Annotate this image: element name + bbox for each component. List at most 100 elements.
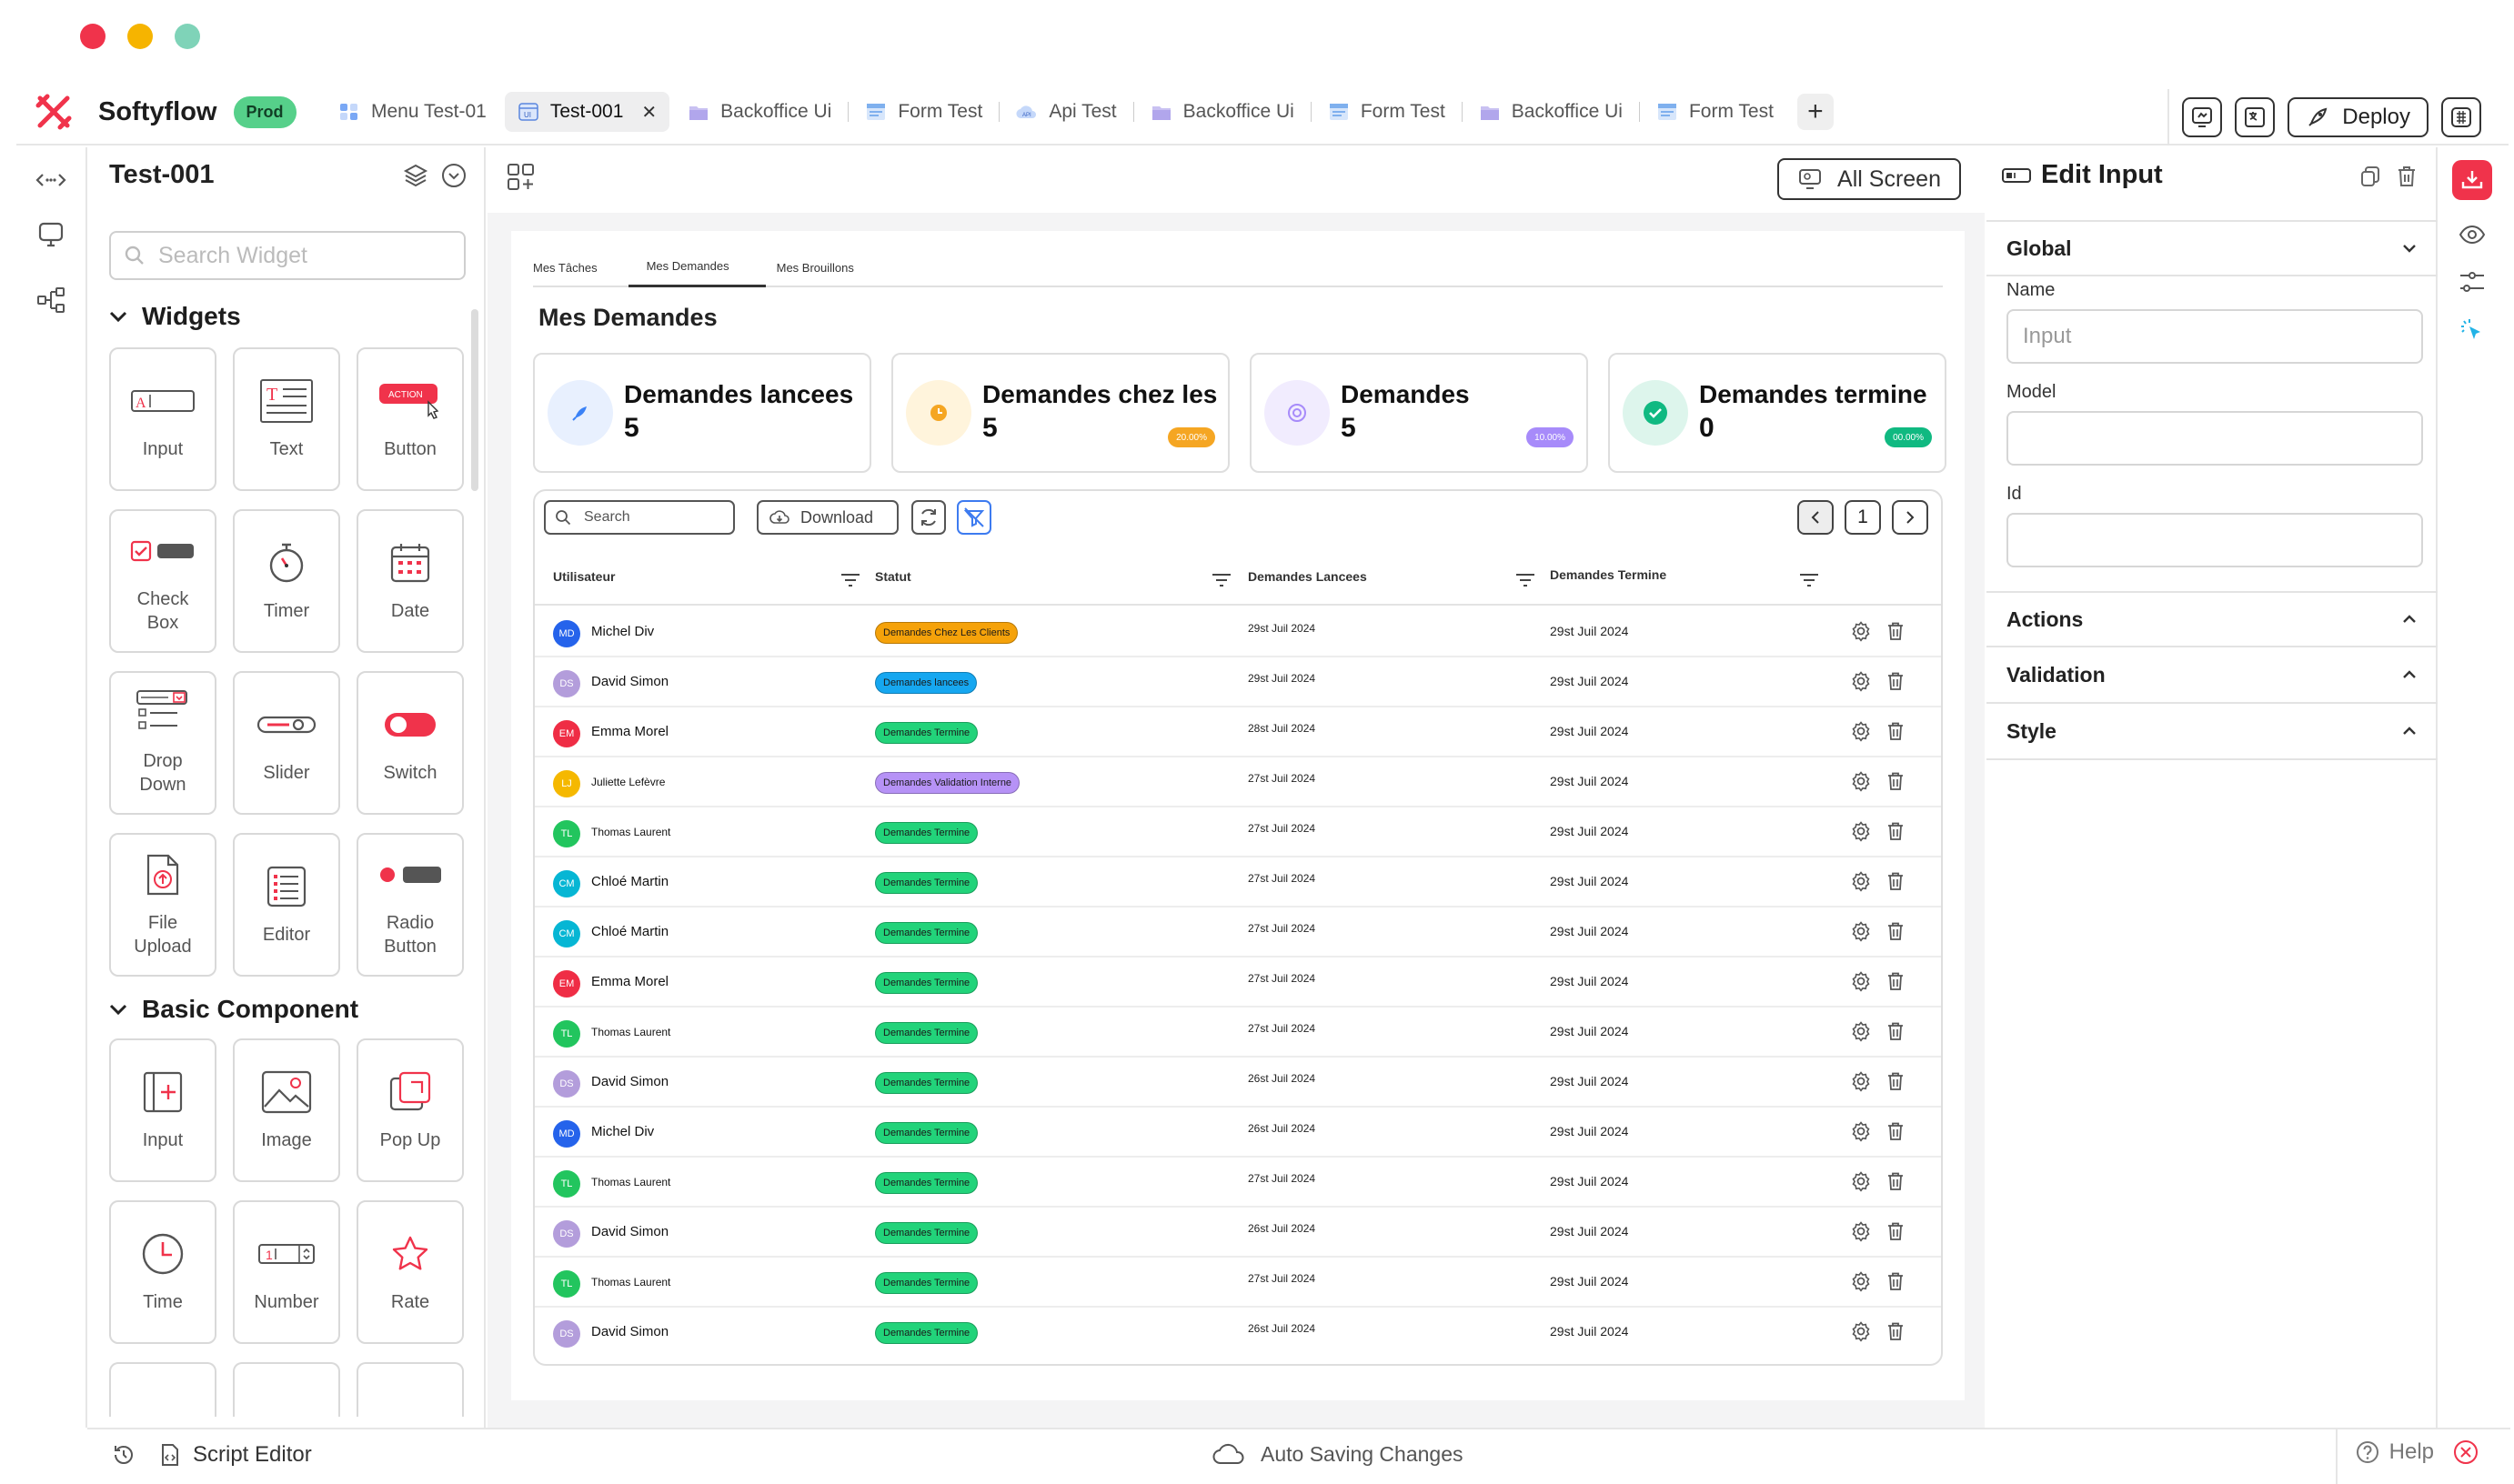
settings-gear-icon[interactable] <box>1850 820 1872 842</box>
table-row[interactable]: EM Emma Morel Demandes Termine 27st Juil 20… <box>535 958 1941 1008</box>
eye-icon[interactable] <box>2452 215 2492 255</box>
settings-gear-icon[interactable] <box>1850 1270 1872 1292</box>
validation-section-header[interactable]: Validation <box>1986 647 2438 704</box>
tab-8[interactable]: Backoffice Ui <box>1466 92 1635 132</box>
table-row[interactable]: CM Chloé Martin Demandes Termine 27st Juil … <box>535 857 1941 907</box>
refresh-button[interactable] <box>911 500 946 535</box>
window-minimize-button[interactable] <box>127 24 153 49</box>
click-cursor-icon[interactable] <box>2452 311 2492 351</box>
code-view-button[interactable] <box>2441 97 2481 137</box>
widget-time[interactable]: Time <box>109 1200 216 1344</box>
table-search-input[interactable]: Search <box>544 500 735 535</box>
page-number[interactable]: 1 <box>1845 500 1881 535</box>
trash-icon[interactable] <box>1885 970 1906 992</box>
settings-gear-icon[interactable] <box>1850 620 1872 642</box>
widget-editor[interactable]: Editor <box>233 833 340 977</box>
table-row[interactable]: DS David Simon Demandes Termine 26st Juil 2… <box>535 1208 1941 1258</box>
table-row[interactable]: TL Thomas Laurent Demandes Termine 27st Jui… <box>535 1258 1941 1308</box>
kpi-card[interactable]: Demandes lancees 5 <box>533 353 871 473</box>
widget-input[interactable]: Input <box>109 1038 216 1182</box>
settings-gear-icon[interactable] <box>1850 1120 1872 1142</box>
kpi-card[interactable]: Demandes termine 0 00.00% <box>1608 353 1946 473</box>
trash-icon[interactable] <box>1885 670 1906 692</box>
trash-icon[interactable] <box>1885 1170 1906 1192</box>
widget-card[interactable] <box>109 1362 216 1417</box>
help-button[interactable]: Help <box>2355 1439 2434 1465</box>
trash-icon[interactable] <box>1885 620 1906 642</box>
prev-page-button[interactable] <box>1797 500 1834 535</box>
filter-icon[interactable] <box>1799 573 1819 587</box>
download-button[interactable]: Download <box>757 500 899 535</box>
env-badge[interactable]: Prod <box>233 95 297 128</box>
widget-pop-up[interactable]: Pop Up <box>357 1038 464 1182</box>
style-section-header[interactable]: Style <box>1986 704 2438 760</box>
settings-gear-icon[interactable] <box>1850 1220 1872 1242</box>
save-download-button[interactable] <box>2452 160 2492 200</box>
trash-icon[interactable] <box>1885 1220 1906 1242</box>
table-row[interactable]: LJ Juliette Lefèvre Demandes Validation In… <box>535 757 1941 807</box>
settings-gear-icon[interactable] <box>1850 1170 1872 1192</box>
tab-5[interactable]: API Api Test <box>1003 92 1129 132</box>
kpi-card[interactable]: Demandes 5 10.00% <box>1250 353 1588 473</box>
table-row[interactable]: TL Thomas Laurent Demandes Termine 27st Jui… <box>535 1158 1941 1208</box>
settings-gear-icon[interactable] <box>1850 1070 1872 1092</box>
trash-icon[interactable] <box>1885 1070 1906 1092</box>
history-icon[interactable] <box>111 1442 136 1468</box>
close-tab-icon[interactable]: ✕ <box>641 102 658 123</box>
widget-input[interactable]: A Input <box>109 347 216 491</box>
settings-gear-icon[interactable] <box>1850 1320 1872 1342</box>
widget-number[interactable]: 1 Number <box>233 1200 340 1344</box>
filter-icon[interactable] <box>1515 573 1535 587</box>
trash-icon[interactable] <box>1885 770 1906 792</box>
trash-icon[interactable] <box>1885 870 1906 892</box>
widgets-section-header[interactable]: Widgets <box>107 302 241 331</box>
script-editor-button[interactable]: Script Editor <box>160 1442 312 1468</box>
id-field[interactable] <box>2006 513 2423 567</box>
table-row[interactable]: DS David Simon Demandes Termine 26st Juil 2… <box>535 1308 1941 1358</box>
sliders-icon[interactable] <box>2452 262 2492 302</box>
widget-radio-button[interactable]: Radio Button <box>357 833 464 977</box>
column-header[interactable]: Demandes Termine <box>1550 567 1667 582</box>
widget-timer[interactable]: Timer <box>233 509 340 653</box>
settings-gear-icon[interactable] <box>1850 970 1872 992</box>
settings-gear-icon[interactable] <box>1850 1020 1872 1042</box>
table-row[interactable]: TL Thomas Laurent Demandes Termine 27st Jui… <box>535 1008 1941 1058</box>
kpi-card[interactable]: Demandes chez les 5 20.00% <box>891 353 1230 473</box>
widget-text[interactable]: T Text <box>233 347 340 491</box>
table-row[interactable]: EM Emma Morel Demandes Termine 28st Juil 20… <box>535 707 1941 757</box>
code-arrows-icon[interactable] <box>33 162 69 198</box>
widget-card[interactable] <box>357 1362 464 1417</box>
settings-gear-icon[interactable] <box>1850 920 1872 942</box>
trash-icon[interactable] <box>2394 164 2419 189</box>
widget-date[interactable]: Date <box>357 509 464 653</box>
settings-gear-icon[interactable] <box>1850 720 1872 742</box>
widget-file-upload[interactable]: File Upload <box>109 833 216 977</box>
deploy-button[interactable]: Deploy <box>2288 97 2429 137</box>
basic-section-header[interactable]: Basic Component <box>107 995 358 1024</box>
panel-scrollbar[interactable] <box>471 309 478 491</box>
trash-icon[interactable] <box>1885 1020 1906 1042</box>
column-header[interactable]: Demandes Lancees <box>1248 569 1367 584</box>
window-maximize-button[interactable] <box>175 24 200 49</box>
table-row[interactable]: TL Thomas Laurent Demandes Termine 27st Jui… <box>535 807 1941 857</box>
table-row[interactable]: DS David Simon Demandes Termine 26st Juil 2… <box>535 1058 1941 1108</box>
name-field[interactable]: Input <box>2006 309 2423 364</box>
trash-icon[interactable] <box>1885 1120 1906 1142</box>
page-tab-mes-brouillons[interactable]: Mes Brouillons <box>776 260 854 275</box>
actions-section-header[interactable]: Actions <box>1986 591 2438 647</box>
tab-6[interactable]: Backoffice Ui <box>1138 92 1307 132</box>
settings-gear-icon[interactable] <box>1850 870 1872 892</box>
chevron-circle-icon[interactable] <box>440 162 468 189</box>
add-widget-icon[interactable] <box>506 162 537 193</box>
filter-icon[interactable] <box>1212 573 1232 587</box>
table-row[interactable]: DS David Simon Demandes lancees 29st Juil 2… <box>535 657 1941 707</box>
widget-image[interactable]: Image <box>233 1038 340 1182</box>
trash-icon[interactable] <box>1885 1270 1906 1292</box>
all-screen-button[interactable]: All Screen <box>1777 158 1961 200</box>
new-tab-button[interactable]: + <box>1796 94 1834 130</box>
widget-slider[interactable]: Slider <box>233 671 340 815</box>
widget-drop-down[interactable]: Drop Down <box>109 671 216 815</box>
settings-gear-icon[interactable] <box>1850 770 1872 792</box>
page-tab-mes-taches[interactable]: Mes Tâches <box>533 260 598 275</box>
preview-button[interactable] <box>2182 97 2223 137</box>
